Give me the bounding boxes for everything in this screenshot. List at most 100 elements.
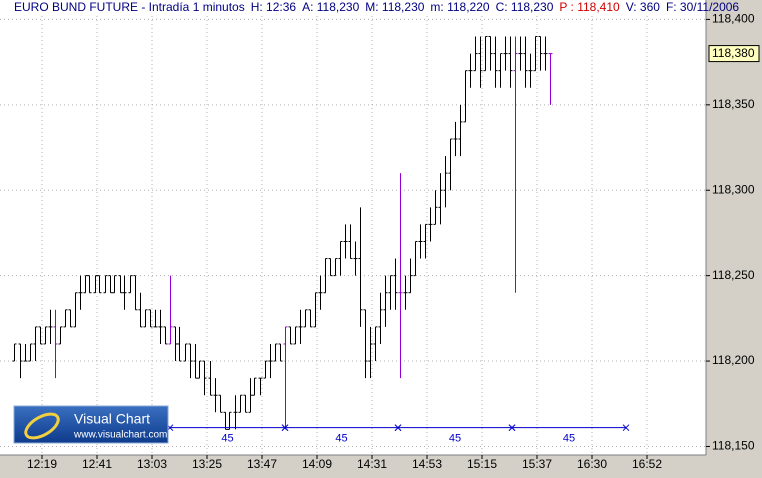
ohlc-bar (252, 377, 257, 396)
ohlc-bar (453, 121, 458, 157)
ohlc-bar (513, 36, 518, 293)
info-item: P : 118,410 (559, 0, 620, 14)
ohlc-bar (358, 207, 363, 327)
logo-title: Visual Chart (74, 411, 150, 427)
ohlc-bar (478, 36, 483, 88)
ohlc-bar (393, 258, 398, 310)
ohlc-bar (33, 326, 38, 362)
ohlc-bar (518, 36, 523, 71)
info-item: A: 118,230 (302, 0, 359, 14)
x-tick-label: 13:25 (192, 457, 222, 471)
ohlc-bar (273, 343, 278, 362)
info-item: H: 12:36 (251, 0, 297, 14)
ohlc-bar (233, 395, 238, 430)
ohlc-bar (418, 224, 423, 259)
ohlc-bar (223, 411, 228, 430)
info-line: EURO BUND FUTURE - Intradía 1 minutos H: … (14, 0, 739, 14)
ohlc-bar (303, 309, 308, 328)
ohlc-bar (323, 258, 328, 294)
ohlc-bar (268, 343, 273, 379)
ohlc-bar (183, 343, 188, 362)
x-tick-label: 12:41 (82, 457, 112, 471)
info-item: m: 118,220 (430, 0, 489, 14)
ohlc-bar (368, 326, 373, 379)
ohlc-bar (87, 275, 92, 294)
ohlc-bar (438, 173, 443, 225)
ohlc-bar (378, 292, 383, 344)
ohlc-bar (68, 309, 73, 328)
grid (0, 16, 705, 455)
logo-icon (24, 412, 60, 440)
ohlc-bar (103, 275, 108, 294)
ohlc-bar (503, 36, 508, 71)
ohlc-bar (333, 258, 338, 277)
x-tick-label: 16:30 (577, 457, 607, 471)
overlays: 45 45 45 45 (166, 424, 630, 445)
ohlc-bar (197, 360, 202, 379)
ohlc-bar (243, 394, 248, 413)
ohlc-bar (18, 343, 23, 379)
ohlc-bar (112, 275, 117, 294)
ohlc-bar (528, 53, 533, 88)
ohlc-bar (278, 343, 283, 362)
ohlc-bar (248, 378, 253, 413)
x-tick-label: 14:31 (357, 457, 387, 471)
ohlc-bar (283, 326, 288, 430)
ruler-end (622, 424, 630, 432)
ohlc-bar (258, 377, 263, 396)
ohlc-bar (158, 309, 163, 344)
ohlc-bar (58, 326, 63, 345)
y-tick-label: 118,250 (712, 268, 755, 282)
ohlc-bar (73, 292, 78, 328)
y-tick-label: 118,150 (712, 439, 755, 453)
ohlc-bar (202, 360, 207, 396)
ohlc-bar (83, 275, 88, 294)
ohlc-bar (483, 35, 488, 72)
ohlc-bar (108, 275, 113, 294)
ruler-end (394, 424, 402, 432)
ohlc-bar (428, 207, 433, 242)
ohlc-bar (458, 104, 463, 157)
ohlc-bar (128, 275, 133, 294)
logo: Visual Chart www.visualchart.com (13, 405, 169, 444)
x-tick-label: 16:52 (632, 457, 662, 471)
time-axis (0, 455, 706, 473)
x-tick-label: 13:47 (247, 457, 277, 471)
ohlc-bar (508, 36, 513, 88)
ohlc-bar (163, 326, 168, 345)
ruler-label: 45 (335, 433, 347, 445)
ohlc-bar (423, 223, 428, 259)
ohlc-bar (403, 275, 408, 310)
ohlc-bar (188, 343, 193, 379)
ohlc-bar (473, 36, 478, 72)
ohlc-bar (348, 224, 353, 260)
ohlc-bar (193, 343, 198, 379)
info-item: F: 30/11/2006 (666, 0, 739, 14)
info-item: EURO BUND FUTURE - Intradía 1 minutos (14, 0, 245, 14)
ohlc-bar (468, 53, 473, 88)
ohlc-bar (413, 240, 418, 277)
ohlc-bar (443, 156, 448, 208)
x-tick-label: 14:09 (302, 457, 332, 471)
ohlc-bar (38, 326, 43, 345)
ohlc-bar (383, 275, 388, 327)
ohlc-bar (328, 258, 333, 277)
ohlc-bar (227, 411, 232, 430)
ohlc-bar (313, 292, 318, 328)
price-axis (706, 0, 762, 473)
ohlc-bar (488, 35, 493, 71)
ruler-label: 45 (563, 433, 575, 445)
ohlc-bar (78, 275, 83, 310)
info-item: V: 360 (626, 0, 661, 14)
ohlc-bar (118, 275, 123, 294)
ohlc-bar (43, 326, 48, 345)
ohlc-bar (408, 258, 413, 294)
ohlc-bar (153, 309, 158, 328)
ohlc-bar (148, 309, 153, 328)
ohlc-bar (23, 343, 28, 362)
ohlc-bar (168, 275, 173, 345)
ohlc-bar (133, 275, 138, 311)
plot-area (0, 0, 706, 455)
